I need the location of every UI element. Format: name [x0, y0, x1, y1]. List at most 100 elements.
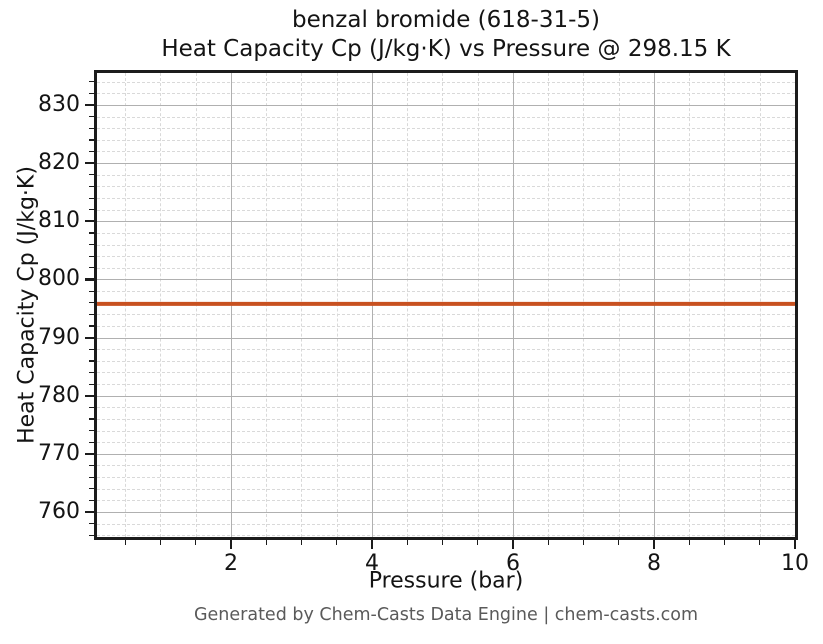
x-minor-tick-mark — [124, 540, 126, 545]
x-major-tick-mark — [229, 540, 233, 549]
gridline-minor-y — [97, 174, 795, 176]
y-minor-tick-mark — [89, 406, 94, 409]
gridline-minor-y — [97, 186, 795, 188]
y-minor-tick-mark — [89, 383, 94, 385]
x-axis-label: Pressure (bar) — [368, 568, 524, 594]
gridline-major-y — [97, 453, 795, 455]
x-tick-label: 4 — [364, 551, 379, 576]
gridline-minor-y — [97, 291, 795, 293]
x-minor-tick-mark — [477, 540, 479, 545]
x-tick-label: 10 — [781, 551, 809, 576]
gridline-minor-y — [97, 232, 795, 234]
gridline-minor-y — [97, 418, 795, 420]
y-minor-tick-mark — [89, 267, 94, 269]
gridline-minor-y — [97, 349, 795, 351]
gridline-minor-y — [97, 465, 795, 467]
gridline-minor-y — [97, 442, 795, 444]
y-minor-tick-mark — [89, 360, 94, 362]
gridline-major-y — [97, 163, 795, 165]
plot-area — [94, 70, 798, 540]
y-minor-tick-mark — [89, 430, 94, 432]
chart-title-line1: benzal bromide (618-31-5) — [291, 7, 601, 33]
y-minor-tick-mark — [89, 441, 94, 443]
gridline-minor-y — [97, 256, 795, 258]
gridline-minor-y — [97, 360, 795, 362]
y-minor-tick-mark — [89, 116, 94, 118]
y-major-tick-mark — [85, 220, 94, 223]
y-tick-label: 780 — [38, 382, 80, 408]
gridline-minor-y — [97, 81, 795, 83]
x-minor-tick-mark — [195, 540, 197, 545]
gridline-minor-y — [97, 407, 795, 409]
y-minor-tick-mark — [89, 127, 94, 129]
y-major-tick-mark — [85, 394, 94, 397]
y-minor-tick-mark — [89, 523, 94, 525]
gridline-minor-y — [97, 477, 795, 479]
gridline-minor-y — [97, 93, 795, 95]
x-tick-label: 6 — [505, 551, 520, 576]
gridline-minor-y — [97, 500, 795, 502]
gridline-minor-y — [97, 139, 795, 141]
y-tick-label: 790 — [38, 324, 80, 350]
gridline-minor-y — [97, 523, 795, 525]
x-minor-tick-mark — [336, 540, 338, 545]
y-tick-label: 800 — [38, 266, 80, 292]
y-major-tick-mark — [85, 336, 94, 339]
gridline-minor-y — [97, 325, 795, 327]
gridline-major-y — [97, 511, 795, 513]
gridline-minor-y — [97, 128, 795, 130]
gridline-minor-y — [97, 267, 795, 269]
gridline-major-y — [97, 104, 795, 106]
y-major-tick-mark — [85, 162, 94, 165]
y-major-tick-mark — [85, 452, 94, 456]
y-minor-tick-mark — [89, 418, 94, 420]
gridline-minor-y — [97, 372, 795, 374]
y-tick-label: 810 — [38, 208, 80, 234]
y-minor-tick-mark — [89, 499, 94, 502]
series-canvas — [97, 301, 795, 306]
y-minor-tick-mark — [89, 185, 94, 188]
gridline-major-y — [97, 279, 795, 281]
gridline-major-y — [97, 221, 795, 223]
y-minor-tick-mark — [89, 371, 94, 374]
y-tick-label: 770 — [38, 440, 80, 466]
x-minor-tick-mark — [759, 540, 761, 545]
x-major-tick-mark — [370, 540, 374, 549]
y-minor-tick-mark — [89, 464, 94, 467]
y-minor-tick-mark — [89, 313, 94, 315]
y-minor-tick-mark — [89, 139, 94, 141]
x-minor-tick-mark — [441, 540, 444, 545]
gridline-major-y — [97, 337, 795, 339]
gridline-minor-y — [97, 151, 795, 153]
x-minor-tick-mark — [723, 540, 726, 545]
x-minor-tick-mark — [406, 540, 408, 545]
x-minor-tick-mark — [265, 540, 267, 545]
y-minor-tick-mark — [89, 488, 94, 490]
x-major-tick-mark — [652, 540, 656, 549]
x-minor-tick-mark — [547, 540, 549, 545]
gridline-minor-y — [97, 209, 795, 211]
chart-title: benzal bromide (618-31-5) Heat Capacity … — [94, 6, 798, 64]
y-minor-tick-mark — [89, 348, 94, 350]
footer-credit: Generated by Chem-Casts Data Engine | ch… — [193, 605, 699, 625]
y-minor-tick-mark — [89, 302, 94, 304]
gridline-minor-y — [97, 314, 795, 316]
gridline-minor-y — [97, 116, 795, 118]
y-minor-tick-mark — [89, 197, 94, 199]
y-major-tick-mark — [85, 278, 94, 281]
gridline-major-y — [97, 395, 795, 397]
y-major-tick-mark — [85, 103, 94, 107]
x-major-tick-mark — [511, 540, 515, 549]
chart-title-line2: Heat Capacity Cp (J/kg·K) vs Pressure @ … — [161, 36, 731, 62]
gridline-minor-y — [97, 430, 795, 432]
gridline-minor-y — [97, 535, 795, 537]
y-minor-tick-mark — [89, 534, 94, 536]
x-minor-tick-mark — [159, 540, 162, 545]
y-tick-label: 760 — [38, 498, 80, 524]
y-minor-tick-mark — [89, 150, 94, 153]
y-minor-tick-mark — [89, 92, 94, 95]
x-minor-tick-mark — [582, 540, 585, 545]
x-tick-label: 2 — [223, 551, 238, 576]
y-minor-tick-mark — [89, 290, 94, 292]
